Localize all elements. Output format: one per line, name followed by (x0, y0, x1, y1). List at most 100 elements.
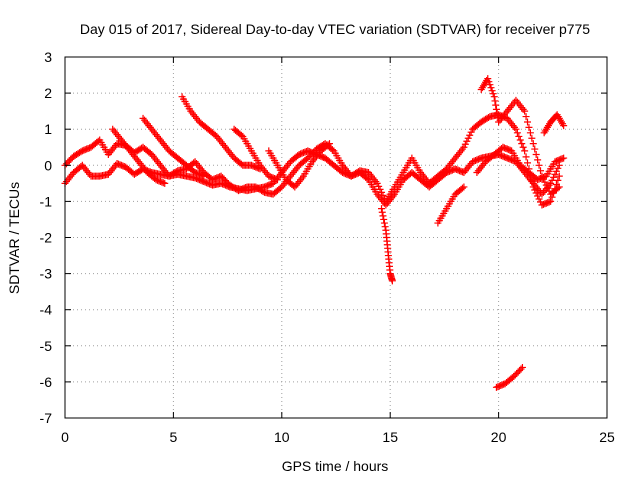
data-point (522, 153, 530, 161)
data-point (525, 123, 533, 131)
series-track-f (230, 125, 281, 184)
data-point (460, 183, 468, 191)
x-tick-label: 15 (382, 429, 398, 445)
data-point (534, 192, 542, 200)
y-tick-label: -7 (40, 410, 53, 426)
data-point (363, 175, 371, 183)
x-tick-label: 20 (491, 429, 507, 445)
series-track-m (492, 363, 526, 391)
data-point (463, 137, 471, 145)
data-point (324, 141, 332, 149)
data-point (554, 164, 562, 172)
data-point (560, 122, 568, 130)
data-point (491, 97, 499, 105)
data-point (555, 183, 563, 191)
data-point (486, 81, 494, 89)
data-point (519, 143, 527, 151)
data-point (272, 175, 280, 183)
y-tick-label: 3 (44, 49, 52, 65)
data-point (467, 128, 475, 136)
data-point (513, 129, 521, 137)
series-track-k (473, 143, 568, 184)
data-point (375, 182, 383, 190)
data-point (528, 134, 536, 142)
data-point (532, 150, 540, 158)
y-tick-label: -2 (40, 230, 53, 246)
chart-title: Day 015 of 2017, Sidereal Day-to-day VTE… (80, 21, 590, 37)
y-tick-label: -3 (40, 266, 53, 282)
x-tick-label: 25 (599, 429, 615, 445)
series-track-i (434, 183, 468, 227)
data-point (547, 179, 555, 187)
data-point (554, 184, 562, 192)
x-tick-labels: 0 5 10 15 20 25 (61, 429, 615, 445)
series-track-d (139, 114, 208, 180)
data-point (551, 170, 559, 178)
y-tick-label: -6 (40, 374, 53, 390)
series-track-b (61, 147, 563, 209)
data-point (521, 147, 529, 155)
series-track-g (265, 140, 333, 191)
y-tick-label: 0 (44, 157, 52, 173)
x-tick-label: 10 (274, 429, 290, 445)
data-point (560, 154, 568, 162)
data-point (464, 134, 472, 142)
data-point (380, 219, 388, 227)
data-point (531, 145, 539, 153)
data-point (484, 75, 492, 83)
data-point (490, 93, 498, 101)
data-point (555, 172, 563, 180)
data-point (552, 167, 560, 175)
data-point (545, 198, 553, 206)
data-point (487, 84, 495, 92)
data-point (535, 161, 543, 169)
data-point (558, 155, 566, 163)
data-point (159, 179, 167, 187)
x-tick-label: 0 (61, 429, 69, 445)
data-point (544, 184, 552, 192)
data-point (458, 184, 466, 192)
data-point (378, 205, 386, 213)
data-point (328, 146, 336, 154)
data-point (489, 90, 497, 98)
data-point (161, 179, 169, 187)
data-point (493, 110, 501, 118)
series-track-h (378, 205, 396, 285)
series-track-e (178, 93, 264, 173)
data-point (522, 113, 530, 121)
y-tick-labels: 3 2 1 0 -1 -2 -3 -4 -5 -6 -7 (40, 49, 53, 426)
data-point (492, 105, 500, 113)
series-track-j (477, 75, 563, 198)
data-point (380, 215, 388, 223)
data-point (521, 107, 529, 115)
data-point (466, 131, 474, 139)
y-axis-label: SDTVAR / TECUs (6, 182, 22, 294)
axis-ticks (64, 56, 608, 419)
data-point (378, 208, 386, 216)
data-point (526, 129, 534, 137)
data-point (524, 159, 532, 167)
data-point (524, 118, 532, 126)
y-tick-label: 2 (44, 85, 52, 101)
data-point (273, 176, 281, 184)
data-point (542, 181, 550, 189)
y-tick-label: -1 (40, 193, 53, 209)
y-tick-label: -5 (40, 338, 53, 354)
series-track-c (109, 125, 169, 187)
data-point (512, 125, 520, 133)
data-point (460, 143, 468, 151)
data-point (515, 132, 523, 140)
data-point (534, 156, 542, 164)
data-point (485, 78, 493, 86)
x-tick-label: 5 (170, 429, 178, 445)
data-point (550, 173, 558, 181)
data-point (547, 197, 555, 205)
data-point (378, 188, 386, 196)
data-point (518, 363, 526, 371)
x-axis-label: GPS time / hours (282, 458, 389, 474)
data-point (537, 167, 545, 175)
data-point (488, 87, 496, 95)
series-track-l (540, 111, 568, 137)
data-point (373, 179, 381, 187)
